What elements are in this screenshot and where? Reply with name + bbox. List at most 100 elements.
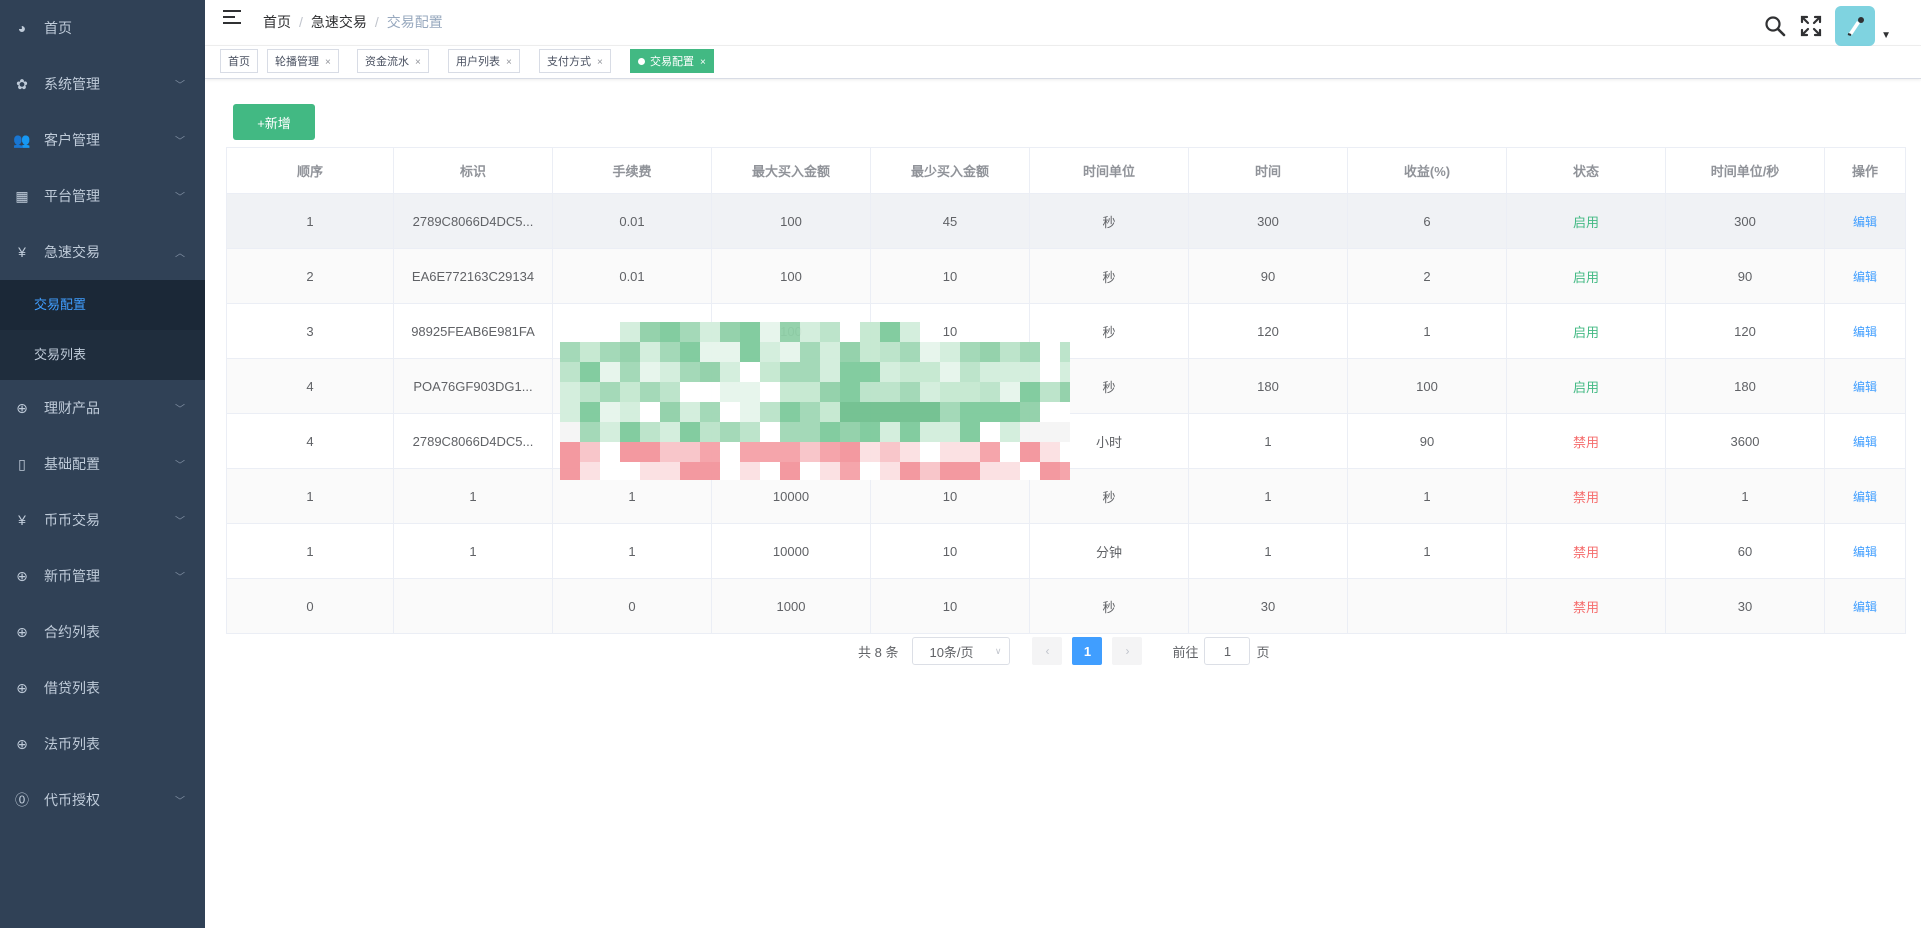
status-badge: 禁用 (1506, 523, 1666, 579)
prev-page-button[interactable]: ‹ (1032, 637, 1063, 665)
sidebar-item-1[interactable]: ✿ 系统管理 ﹀ (0, 56, 205, 112)
tab-label: 交易配置 (650, 56, 694, 68)
sidebar-item-11[interactable]: ⊕ 法币列表 (0, 716, 205, 772)
table-cell: 秒 (1029, 358, 1189, 414)
table-row: 1 1 1 10000 10 秒 1 1 禁用 1 编辑 (226, 468, 1906, 524)
avatar-image-icon (1847, 17, 1865, 36)
dashboard-icon: ◕ (17, 20, 27, 36)
column-header: 标识 (393, 147, 553, 194)
table-cell: 10 (870, 523, 1030, 579)
tab-0[interactable]: 首页 (220, 49, 258, 73)
sidebar-item-4[interactable]: ¥ 急速交易 ︿ (0, 224, 205, 280)
submenu-item-1[interactable]: 交易列表 (34, 347, 87, 362)
edit-link[interactable]: 编辑 (1824, 303, 1906, 359)
edit-link-label[interactable]: 编辑 (1852, 599, 1877, 614)
sidebar-item-2[interactable]: 👥 客户管理 ﹀ (0, 112, 205, 168)
edit-link[interactable]: 编辑 (1824, 358, 1906, 414)
edit-link-label[interactable]: 编辑 (1852, 379, 1877, 394)
chevron-down-icon: ﹀ (175, 136, 185, 148)
table-cell: 180 (1665, 358, 1825, 414)
circle-plus-icon: ⊕ (16, 679, 28, 696)
hamburger-icon[interactable] (223, 10, 241, 28)
close-icon[interactable]: × (700, 57, 706, 68)
sidebar-item-5[interactable]: ⊕ 理财产品 ﹀ (0, 380, 205, 436)
submenu: 交易配置交易列表 (0, 280, 205, 380)
sidebar-item-label: 理财产品 (44, 400, 100, 416)
tab-label: 轮播管理 (275, 56, 319, 68)
table-cell: 4 (226, 358, 394, 414)
next-page-button[interactable]: › (1112, 637, 1143, 665)
close-icon[interactable]: × (506, 57, 512, 68)
table-cell: 10000 (711, 468, 871, 524)
table-cell: 3600 (1665, 413, 1825, 469)
table-cell: 30 (1665, 578, 1825, 634)
table-header-row: 顺序 标识 手续费 最大买入金额 最少买入金额 时间单位 时间 收益(%) 状态 时间单位/秒 操作 (226, 147, 1906, 194)
close-icon[interactable]: × (325, 57, 331, 68)
table-cell (711, 413, 871, 469)
edit-link-label[interactable]: 编辑 (1852, 214, 1877, 229)
circle-plus-icon: ⊕ (16, 399, 28, 416)
page-1-button[interactable]: 1 (1072, 637, 1103, 665)
sidebar-item-12[interactable]: ⓪ 代币授权 ﹀ (0, 772, 205, 828)
edit-link-label[interactable]: 编辑 (1852, 269, 1877, 284)
tab-5[interactable]: 交易配置 × (630, 49, 714, 73)
breadcrumb-item-home[interactable]: 首页 (263, 14, 291, 30)
close-icon[interactable]: × (415, 57, 421, 68)
tab-4[interactable]: 支付方式 × (539, 49, 611, 73)
table-cell: 1 (226, 523, 394, 579)
sidebar-item-3[interactable]: ▦ 平台管理 ﹀ (0, 168, 205, 224)
sidebar-item-0[interactable]: ◕ 首页 (0, 0, 205, 56)
add-button[interactable]: +新增 (233, 104, 315, 140)
sidebar-item-label: 客户管理 (44, 132, 100, 148)
edit-link-label[interactable]: 编辑 (1852, 544, 1877, 559)
sidebar-item-9[interactable]: ⊕ 合约列表 (0, 604, 205, 660)
breadcrumb-item-current: 交易配置 (386, 14, 443, 30)
yen-icon: ¥ (18, 244, 26, 260)
sidebar-item-10[interactable]: ⊕ 借贷列表 (0, 660, 205, 716)
sidebar-item-label: 法币列表 (44, 736, 100, 752)
table-cell: 2789C8066D4DC5... (393, 413, 553, 469)
pagination: 共 8 条 10条/页 ∨ ‹ 1 › 前往 页 (858, 637, 1270, 665)
edit-link[interactable]: 编辑 (1824, 578, 1906, 634)
table-cell: 4 (226, 413, 394, 469)
sidebar-item-7[interactable]: ¥ 币币交易 ﹀ (0, 492, 205, 548)
fullscreen-icon[interactable] (1799, 14, 1823, 38)
table-row: 4 2789C8066D4DC5... 小时 1 90 禁用 3600 编辑 (226, 413, 1906, 469)
table-cell: 100 (711, 303, 871, 359)
column-header: 最大买入金额 (711, 147, 871, 194)
goto-page-input[interactable] (1204, 637, 1251, 665)
goto-page: 前往 页 (1172, 637, 1270, 665)
chevron-down-icon: ﹀ (175, 404, 185, 416)
edit-link[interactable]: 编辑 (1824, 523, 1906, 579)
tab-2[interactable]: 资金流水 × (357, 49, 429, 73)
tab-1[interactable]: 轮播管理 × (267, 49, 339, 73)
table-cell: 1 (226, 193, 394, 249)
sidebar-item-8[interactable]: ⊕ 新币管理 ﹀ (0, 548, 205, 604)
edit-link-label[interactable]: 编辑 (1852, 434, 1877, 449)
edit-link[interactable]: 编辑 (1824, 193, 1906, 249)
table-cell: 0 (226, 578, 394, 634)
submenu-item-0[interactable]: 交易配置 (0, 280, 205, 330)
close-icon[interactable]: × (597, 57, 603, 68)
edit-link[interactable]: 编辑 (1824, 413, 1906, 469)
table-cell: 1 (1188, 523, 1348, 579)
status-badge: 启用 (1506, 248, 1666, 304)
table-cell (1347, 578, 1507, 634)
breadcrumb-item-section[interactable]: 急速交易 (310, 14, 367, 30)
table-cell: 10 (870, 303, 1030, 359)
sidebar-item-label: 平台管理 (44, 188, 100, 204)
chevron-down-icon[interactable]: ▼ (1881, 29, 1891, 41)
edit-link-label[interactable]: 编辑 (1852, 489, 1877, 504)
table-cell: 1 (1665, 468, 1825, 524)
sidebar-item-6[interactable]: ▯ 基础配置 ﹀ (0, 436, 205, 492)
active-dot-icon (638, 57, 645, 65)
table-cell: 秒 (1029, 578, 1189, 634)
edit-link[interactable]: 编辑 (1824, 468, 1906, 524)
edit-link[interactable]: 编辑 (1824, 248, 1906, 304)
avatar[interactable] (1835, 6, 1876, 46)
page-size-select[interactable]: 10条/页 ∨ (912, 637, 1011, 665)
tab-3[interactable]: 用户列表 × (448, 49, 520, 73)
table-cell: 1 (1188, 413, 1348, 469)
search-icon[interactable] (1763, 14, 1787, 38)
edit-link-label[interactable]: 编辑 (1852, 324, 1877, 339)
